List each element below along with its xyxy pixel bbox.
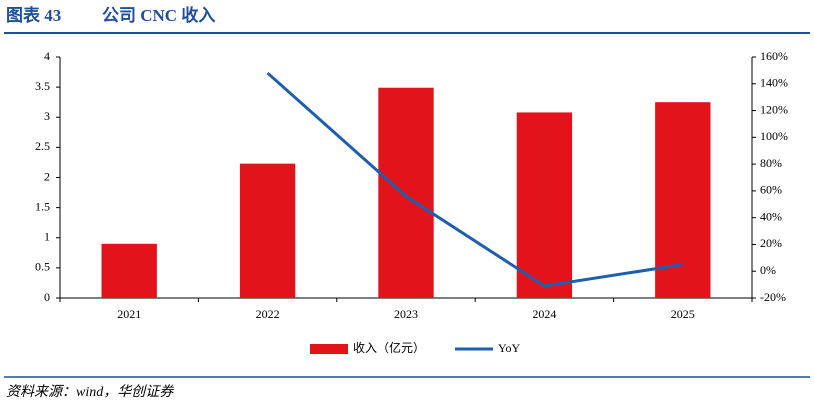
y2-tick-label: 100% (760, 129, 788, 143)
y2-tick-label: 80% (760, 156, 782, 170)
y-tick-label: 0 (44, 290, 50, 304)
x-tick-label: 2022 (256, 307, 280, 321)
x-tick-label: 2023 (394, 307, 418, 321)
y-tick-label: 4 (44, 49, 50, 63)
legend-label: YoY (498, 341, 520, 355)
y-tick-label: 1 (44, 230, 50, 244)
bar (516, 112, 573, 299)
y2-tick-label: 0% (760, 263, 776, 277)
x-tick-label: 2021 (117, 307, 141, 321)
y2-tick-label: 40% (760, 209, 782, 223)
legend-swatch (310, 344, 348, 354)
y-tick-label: 2.5 (35, 139, 50, 153)
line (266, 71, 684, 288)
y-tick-label: 2 (44, 169, 50, 183)
x-tick-label: 2024 (532, 307, 556, 321)
bar (378, 87, 434, 298)
y-tick-label: 3 (44, 109, 50, 123)
y2-tick-label: 60% (760, 183, 782, 197)
chart-title: 公司 CNC 收入 (102, 5, 215, 25)
y2-tick-label: 140% (760, 76, 788, 90)
x-tick-label: 2025 (671, 307, 695, 321)
y2-tick-label: 20% (760, 236, 782, 250)
y-tick-label: 1.5 (35, 199, 50, 213)
y-tick-label: 3.5 (35, 79, 50, 93)
y-tick-label: 0.5 (35, 260, 50, 274)
bar (239, 163, 296, 298)
source: 资料来源：wind，华创证券 (6, 384, 174, 400)
y2-tick-label: 160% (760, 49, 788, 63)
bar (101, 243, 157, 298)
chart-label: 图表 43 (6, 5, 61, 25)
y2-tick-label: 120% (760, 102, 788, 116)
legend-label: 收入（亿元） (353, 340, 425, 355)
y2-tick-label: -20% (760, 290, 786, 304)
